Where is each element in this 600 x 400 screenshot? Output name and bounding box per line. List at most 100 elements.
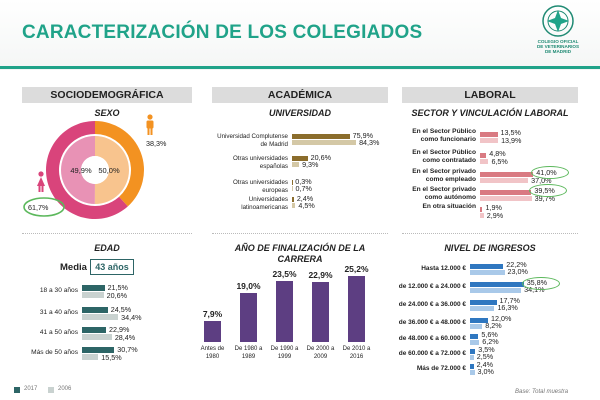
chart-title-sexo: SEXO	[94, 108, 120, 118]
age-bar-2006	[82, 314, 119, 320]
logo-emblem-icon	[542, 5, 574, 37]
income-value-2006: 3,0%	[477, 367, 494, 376]
sector-category-label: En el Sector privado como autónomo	[412, 186, 476, 201]
logo-text-line: COLEGIO OFICIAL	[537, 39, 579, 44]
income-bar-2017	[470, 264, 504, 269]
logo: COLEGIO OFICIAL DE VETERINARIOS DE MADRI…	[521, 4, 595, 68]
income-bar-2017	[470, 334, 479, 339]
donut-inner-men	[94, 136, 130, 204]
university-category-label: Otras universidades españolas	[232, 155, 288, 170]
university-bar-2017	[292, 156, 308, 161]
year-value: 25,2%	[344, 264, 369, 275]
year-category-label: De 2010 a 2016	[342, 346, 371, 360]
chart-title-ingresos: NIVEL DE INGRESOS	[444, 243, 536, 253]
income-bar-2017	[470, 300, 497, 305]
income-value-2017: 5,6%	[481, 330, 498, 339]
page-title: CARACTERIZACIÓN DE LOS COLEGIADOS	[22, 22, 423, 43]
donut-inner-women	[61, 136, 95, 204]
income-value-2017: 12,0%	[491, 314, 512, 323]
sector-bar-2017	[480, 153, 487, 158]
separator	[212, 233, 388, 234]
university-category-label: Otras universidades europeas	[232, 179, 288, 194]
sector-value-2006: 13,9%	[501, 136, 522, 145]
sector-bar-2006	[480, 196, 532, 201]
donut-outer-men	[95, 121, 144, 207]
university-bar-2006	[292, 162, 300, 167]
university-value-2006: 4,5%	[298, 201, 315, 210]
sector-value-2006: 39,7%	[534, 194, 555, 203]
year-value: 23,5%	[272, 268, 297, 279]
sector-bar-2006	[480, 213, 484, 218]
income-value-2006: 6,2%	[482, 337, 499, 346]
income-category-label: de 60.000 € a 72.000 €	[398, 350, 466, 357]
income-bar-2017	[470, 282, 524, 287]
age-bar-2017	[82, 347, 115, 353]
university-bar-2006	[292, 203, 296, 208]
sector-value-2017: 13,5%	[500, 128, 521, 137]
sector-bar-2006	[480, 159, 489, 164]
income-value-2006: 16,3%	[497, 303, 518, 312]
income-bar-2017	[470, 318, 488, 323]
income-value-2006: 23,0%	[507, 267, 528, 276]
sector-category-label: En el Sector Público como contratado	[412, 149, 476, 164]
logo-text-line: DE VETERINARIOS	[536, 44, 580, 50]
income-bar-2006	[470, 270, 505, 275]
income-bar-2006	[470, 288, 522, 293]
university-bar-2006	[292, 140, 357, 145]
sector-bar-2017	[480, 172, 534, 177]
income-bar-2017	[470, 364, 474, 369]
donut-outer-women	[45, 121, 128, 219]
header	[0, 0, 600, 70]
sector-category-label: En el Sector privado como empleado	[412, 168, 476, 183]
income-category-label: de 24.000 € a 36.000 €	[398, 301, 466, 308]
age-bar-2017	[82, 327, 107, 333]
income-bar-2006	[470, 355, 474, 360]
highlight-ellipse	[531, 166, 570, 179]
income-value-2006: 2,5%	[476, 352, 494, 361]
age-value-2006: 28,4%	[114, 333, 136, 342]
university-value-2017: 0,3%	[295, 177, 312, 186]
chart-title-edad: EDAD	[94, 243, 120, 253]
year-value: 19,0%	[236, 280, 261, 291]
university-category-label: Universidad Complutense de Madrid	[217, 133, 288, 148]
age-category-label: 41 a 50 años	[39, 329, 78, 336]
sector-bar-2006	[480, 138, 499, 143]
university-bar-2017	[292, 134, 350, 139]
sector-category-label: En el Sector Público como funcionario	[412, 128, 476, 143]
chart-title-sector: SECTOR Y VINCULACIÓN LABORAL	[411, 108, 569, 118]
header-rule	[0, 66, 600, 69]
male-person-icon	[146, 114, 154, 135]
highlight-ellipse	[529, 184, 568, 197]
footnote: Base: Total muestra	[515, 389, 569, 395]
year-category-label: De 2000 a 2009	[306, 346, 335, 360]
media-label: Media	[60, 262, 87, 273]
sector-value-2017: 4,8%	[489, 149, 506, 158]
sector-bar-2006	[480, 178, 529, 183]
university-value-2017: 20,6%	[310, 153, 332, 162]
year-bar	[240, 292, 257, 342]
donut-inner-women-label: 49,9%	[70, 166, 92, 175]
income-bar-2006	[470, 306, 495, 311]
sector-bar-2017	[480, 132, 498, 137]
year-bar	[204, 321, 221, 342]
income-category-label: Hasta 12.000 €	[421, 265, 466, 272]
age-value-2017: 30,7%	[117, 345, 138, 354]
year-category-label: De 1980 a 1989	[234, 346, 263, 360]
highlight-ellipse	[23, 197, 65, 217]
university-value-2006: 0,7%	[295, 184, 312, 193]
age-category-label: 18 a 30 años	[39, 287, 78, 294]
age-value-2017: 24,5%	[110, 305, 132, 314]
income-value-2017: 3,5%	[478, 345, 495, 354]
sector-bar-2017	[480, 207, 483, 212]
income-bar-2006	[470, 370, 475, 375]
legend-2006-label: 2006	[58, 386, 72, 392]
age-value-2006: 20,6%	[106, 291, 128, 300]
year-bar	[312, 282, 329, 342]
section-laboral: LABORAL	[402, 87, 578, 103]
legend-2017-swatch	[14, 387, 20, 393]
donut-inner-men-label: 50,0%	[98, 166, 120, 175]
age-category-label: 31 a 40 años	[39, 309, 78, 316]
year-bar	[348, 276, 365, 342]
sector-value-2006: 2,9%	[486, 211, 504, 220]
chart-title-universidad: UNIVERSIDAD	[268, 108, 331, 118]
